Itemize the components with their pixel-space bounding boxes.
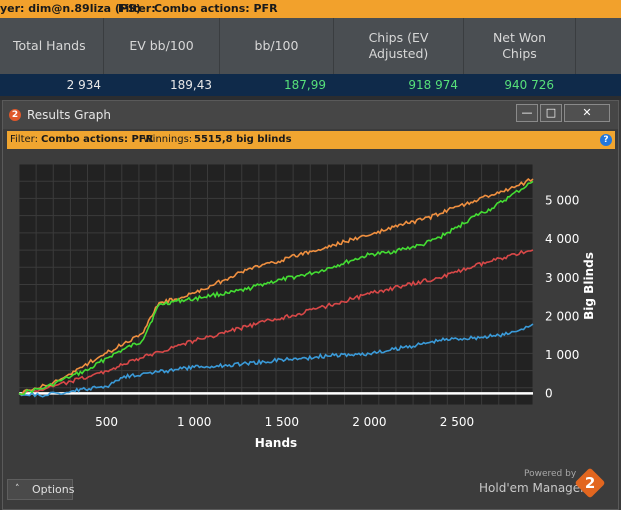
y-axis-label: Big Blinds [582,252,596,320]
graph-filter-value: Combo actions: PFR [41,134,154,145]
top-filter-bar: yer: dim@n.89liza (PS) Filter: Combo act… [0,0,621,18]
results-chart: 500 1 000 1 500 2 000 2 500 0 1 000 2 000 3 000… [18,163,596,450]
series-line-non-showdown [18,249,534,396]
series-line-net-won [18,180,534,396]
y-tick-label: 4 000 [545,232,579,246]
x-axis-label: Hands [255,436,297,450]
graph-filter-label: Filter: [10,134,38,145]
filter-label: Filter: [118,2,156,15]
options-label: Options [32,483,75,496]
x-tick-label: 500 [95,415,118,429]
window-titlebar[interactable]: 2 Results Graph — □ ✕ [3,101,618,129]
brand-badge-text: 2 [584,474,596,492]
y-tick-label: 3 000 [545,271,579,285]
header-bb100[interactable]: bb/100 [220,18,334,74]
header-total-hands[interactable]: Total Hands [0,18,104,74]
maximize-button[interactable]: □ [540,104,562,122]
brand-name: Hold'em Manager [479,481,586,495]
header-empty [576,18,621,74]
y-tick-label: 2 000 [545,309,579,323]
y-tick-label: 1 000 [545,348,579,362]
stats-header-row: Total Hands EV bb/100 bb/100 Chips (EV A… [0,18,621,74]
header-net-won-chips[interactable]: Net Won Chips [464,18,576,74]
series-line-all-in-ev [18,178,534,396]
net-won-chips-value: 940 726 [504,78,554,92]
series-line-showdown [18,323,534,398]
header-chips-ev-adjusted[interactable]: Chips (EV Adjusted) [334,18,464,74]
x-tick-label: 1 000 [177,415,211,429]
bb100-value: 187,99 [284,78,326,92]
ev-bb100-value: 189,43 [170,78,212,92]
window-title: Results Graph [27,108,111,122]
powered-by: Powered by [524,469,577,479]
x-tick-label: 2 500 [440,415,474,429]
total-hands-value: 2 934 [66,78,101,92]
chips-ev-value: 918 974 [408,78,458,92]
options-button[interactable]: ˄ Options [7,479,75,500]
player-label: yer: dim@n.89liza (PS) [0,2,141,15]
y-tick-label: 5 000 [545,194,579,208]
x-tick-label: 1 500 [265,415,299,429]
minimize-button[interactable]: — [516,104,538,122]
winnings-value: 5515,8 big blinds [194,134,292,145]
filter-value: Combo actions: PFR [154,2,278,15]
graph-filter-bar: Filter: Combo actions: PFR Winnings: 551… [7,131,615,149]
chevron-up-icon: ˄ [15,484,20,494]
close-button[interactable]: ✕ [564,104,610,122]
results-graph-window: 2 Results Graph — □ ✕ Filter: Combo acti… [2,100,619,510]
app-logo-icon: 2 [9,109,21,121]
divider [0,96,621,100]
y-tick-label: 0 [545,386,553,400]
x-tick-label: 2 000 [352,415,386,429]
stats-data-row[interactable]: 2 934 189,43 187,99 918 974 940 726 [0,74,621,96]
header-ev-bb100[interactable]: EV bb/100 [104,18,220,74]
help-icon[interactable]: ? [600,134,612,146]
winnings-label: Winnings: [143,134,193,145]
